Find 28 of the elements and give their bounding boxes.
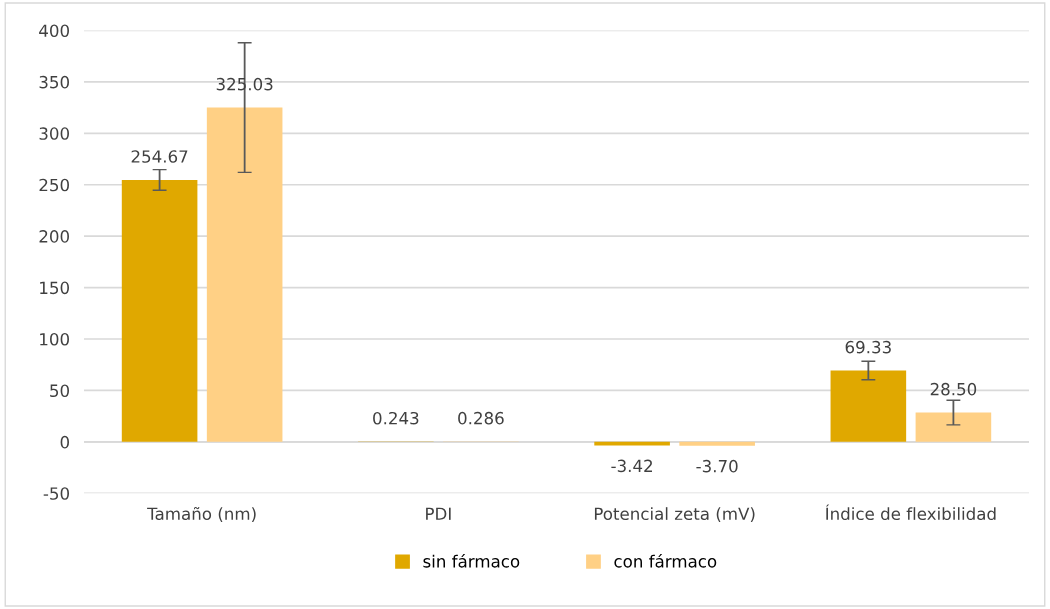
bar <box>679 441 755 446</box>
bar <box>830 370 907 442</box>
bar <box>206 107 283 442</box>
y-tick-label: 0 <box>60 435 69 449</box>
y-tick-label: 250 <box>39 178 69 192</box>
y-tick-label: 100 <box>40 332 69 346</box>
bar <box>121 179 198 442</box>
x-tick-label: Tamaño (nm) <box>147 506 256 523</box>
y-tick-label: 400 <box>39 24 69 38</box>
data-label: -3.42 <box>611 459 652 473</box>
data-label: 254.67 <box>131 150 188 163</box>
y-tick-label: 200 <box>39 230 69 243</box>
data-label: 0.286 <box>458 411 504 425</box>
x-tick-label: PDI <box>426 507 451 520</box>
data-label: 0.243 <box>373 411 419 425</box>
y-tick-label: 350 <box>39 75 69 89</box>
x-tick-label: Índice de flexibilidad <box>826 504 996 521</box>
y-tick-label: -50 <box>43 487 70 500</box>
data-label: 69.33 <box>845 340 891 354</box>
y-tick-label: 300 <box>39 127 69 140</box>
data-label: 28.50 <box>930 382 977 396</box>
bar <box>915 412 992 442</box>
x-tick-label: Potencial zeta (mV) <box>594 507 755 523</box>
legend-label: con fármaco <box>614 554 717 568</box>
y-tick-label: 50 <box>50 384 69 398</box>
y-tick-label: 150 <box>40 281 69 295</box>
data-label: -3.70 <box>696 459 738 473</box>
legend-label: sin fármaco <box>423 554 520 568</box>
